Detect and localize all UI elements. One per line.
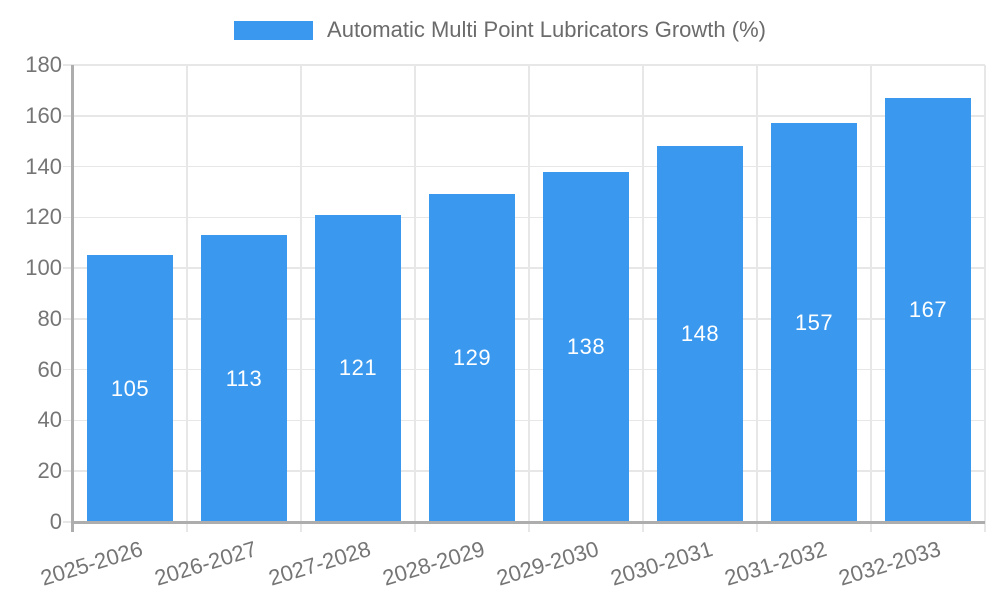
bar-2031-2032: 157 [771, 123, 857, 522]
bar-value-label: 148 [680, 321, 720, 347]
bar-value-label: 113 [225, 365, 263, 391]
bar-2032-2033: 167 [885, 98, 971, 522]
legend: Automatic Multi Point Lubricators Growth… [0, 17, 1000, 43]
h-gridline [63, 115, 985, 117]
h-gridline [63, 419, 985, 422]
bar-value-label: 167 [908, 296, 948, 322]
x-axis-tick-label: 2030-2031 [607, 536, 716, 591]
y-axis-tick-label: 40 [37, 407, 62, 433]
x-axis-line [71, 521, 985, 524]
v-gridline [984, 65, 986, 532]
bar-value-label: 138 [566, 333, 606, 359]
y-axis-tick-label: 60 [37, 356, 62, 382]
bar-value-label: 121 [338, 355, 378, 381]
v-gridline [756, 65, 758, 532]
bar-value-label: 157 [794, 309, 834, 335]
h-gridline [63, 64, 985, 66]
bar-2030-2031: 148 [657, 146, 743, 522]
h-gridline [63, 318, 985, 320]
h-gridline [63, 165, 985, 168]
bar-2028-2029: 129 [429, 194, 515, 522]
x-axis-tick-label: 2028-2029 [379, 536, 488, 591]
x-axis-tick-label: 2025-2026 [37, 536, 146, 591]
y-axis-tick-label: 140 [25, 153, 62, 179]
bar-2025-2026: 105 [87, 255, 173, 522]
v-gridline [870, 65, 872, 532]
v-gridline [186, 65, 188, 532]
y-axis-tick-label: 80 [37, 305, 62, 331]
legend-label: Automatic Multi Point Lubricators Growth… [327, 17, 766, 42]
y-axis-tick-label: 180 [25, 52, 62, 77]
y-axis-tick-label: 120 [25, 204, 62, 230]
y-axis-line [71, 65, 74, 532]
v-gridline [642, 65, 644, 532]
v-gridline [300, 65, 302, 532]
v-gridline [528, 65, 530, 532]
v-gridline [414, 65, 416, 532]
bar-value-label: 129 [452, 345, 492, 371]
h-gridline [63, 470, 985, 472]
x-axis-tick-label: 2032-2033 [835, 536, 944, 591]
y-axis-tick-label: 100 [25, 255, 62, 281]
legend-swatch [234, 20, 314, 40]
x-axis-tick-label: 2031-2032 [721, 536, 830, 591]
y-axis-tick-label: 0 [49, 509, 62, 534]
bar-2026-2027: 113 [201, 235, 287, 522]
h-gridline [63, 368, 985, 371]
x-axis-tick-label: 2027-2028 [265, 536, 374, 591]
x-axis-tick-label: 2026-2027 [151, 536, 260, 591]
legend-item[interactable]: Automatic Multi Point Lubricators Growth… [234, 17, 766, 43]
y-axis-tick-label: 20 [37, 458, 62, 484]
h-gridline [63, 216, 985, 219]
bar-value-label: 105 [110, 375, 150, 401]
y-axis-tick-label: 160 [25, 102, 62, 128]
x-axis-tick-label: 2029-2030 [493, 536, 602, 591]
bar-2027-2028: 121 [315, 214, 401, 522]
bar-2029-2030: 138 [543, 171, 629, 522]
h-gridline [63, 267, 985, 269]
